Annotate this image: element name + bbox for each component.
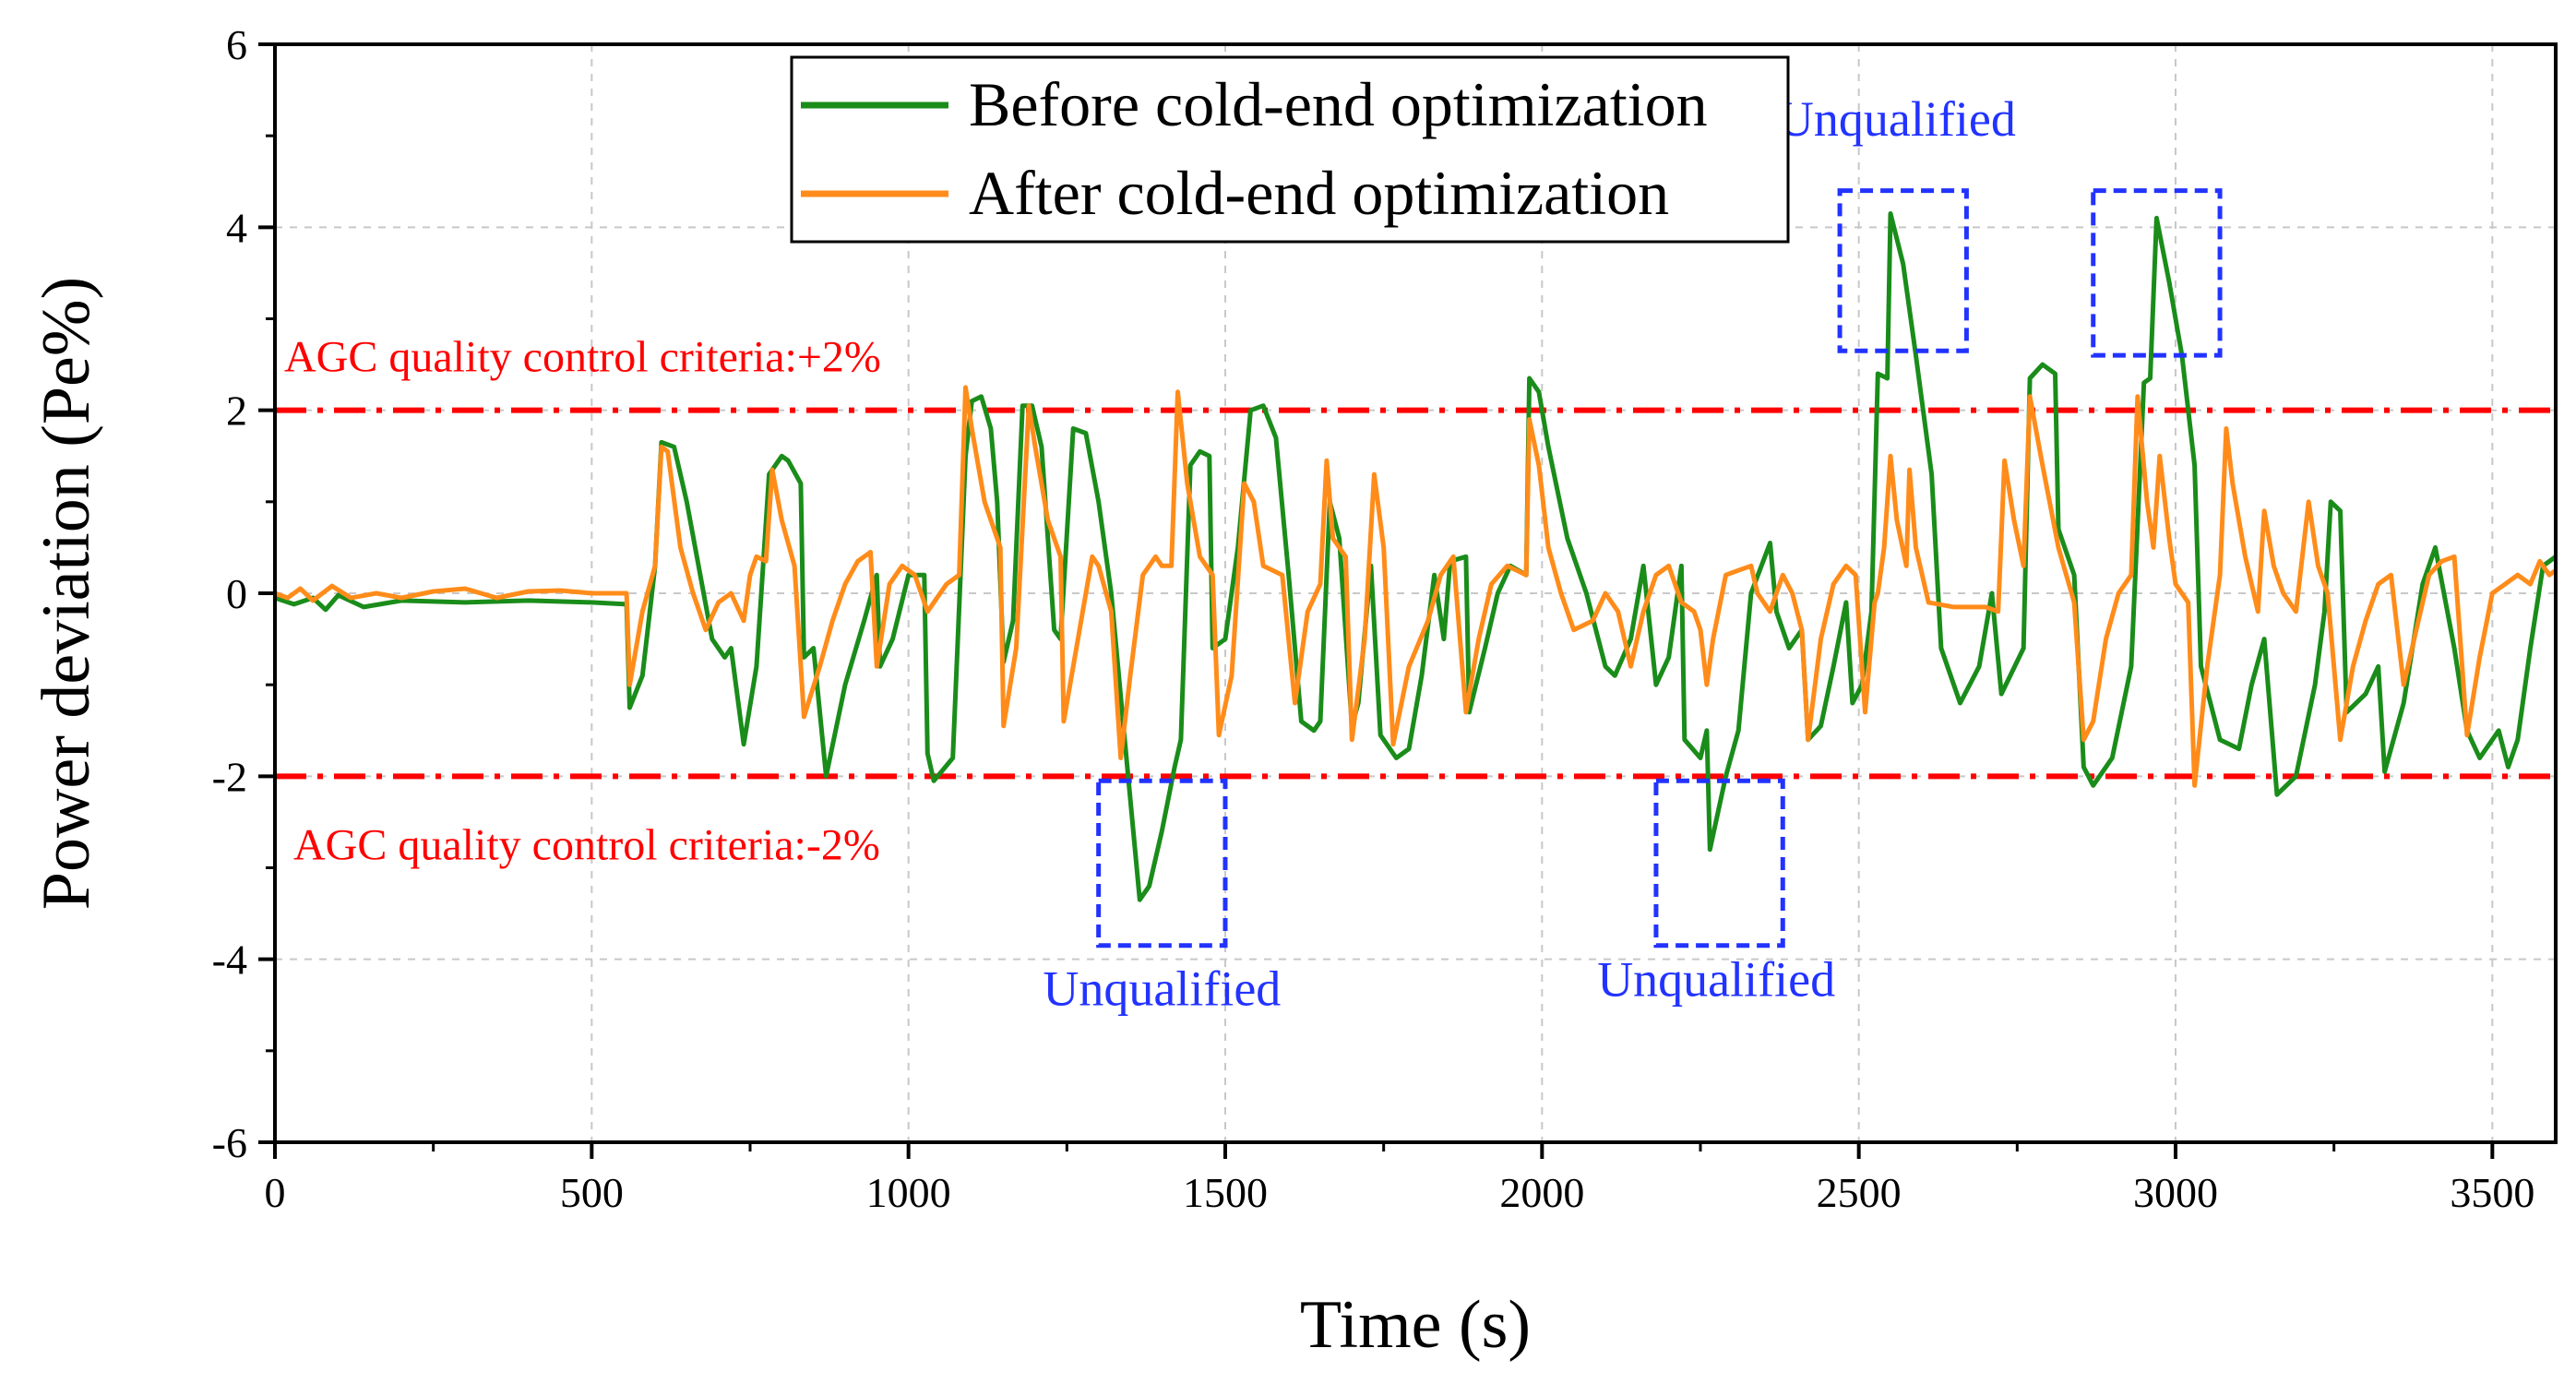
legend: Before cold-end optimization After cold-… [790, 55, 1790, 244]
x-tick-label: 0 [265, 1169, 286, 1216]
series-line-before [274, 211, 2558, 902]
x-tick-label: 3500 [2450, 1169, 2534, 1216]
reference-lines-layer: AGC quality control criteria:+2% AGC qual… [275, 333, 2556, 869]
x-tick-label: 2500 [1817, 1169, 1902, 1216]
y-tick-label: -4 [212, 937, 247, 984]
y-tick-label: 6 [226, 21, 247, 68]
x-tick-label: 1500 [1183, 1169, 1268, 1216]
series-line-after [274, 385, 2558, 788]
unqualified-box [1096, 778, 1228, 949]
unqualified-label: Unqualified [1043, 960, 1281, 1016]
series-layer [274, 211, 2558, 902]
x-tick-label: 500 [560, 1169, 624, 1216]
unqualified-label: Unqualified [1778, 91, 2016, 147]
y-tick-label: -6 [212, 1119, 247, 1166]
legend-label-before: Before cold-end optimization [969, 69, 1708, 139]
x-tick-label: 3000 [2133, 1169, 2218, 1216]
unqualified-box [1837, 188, 1969, 353]
axes-layer: 0 500 1000 1500 2000 2500 3000 3500 -6 -4 -2 0 2 4 6 [212, 21, 2535, 1216]
y-tick-label: 4 [226, 204, 247, 251]
annotations-layer: Unqualified Unqualified Unqualified [1043, 91, 2223, 1016]
x-tick-label: 1000 [866, 1169, 951, 1216]
unqualified-box [2091, 188, 2223, 358]
legend-label-after: After cold-end optimization [969, 158, 1669, 228]
x-axis-title: Time (s) [1300, 1287, 1531, 1363]
y-tick-label: 0 [226, 570, 247, 617]
reference-line-label: AGC quality control criteria:-2% [293, 820, 880, 869]
legend-box [790, 55, 1790, 244]
y-tick-label: -2 [212, 753, 247, 800]
y-tick-label: 2 [226, 388, 247, 435]
x-tick-label: 2000 [1499, 1169, 1584, 1216]
y-axis-title: Power deviation (Pe%) [29, 277, 104, 910]
reference-line-label: AGC quality control criteria:+2% [284, 333, 881, 382]
unqualified-label: Unqualified [1597, 951, 1835, 1007]
unqualified-box [1653, 778, 1785, 949]
